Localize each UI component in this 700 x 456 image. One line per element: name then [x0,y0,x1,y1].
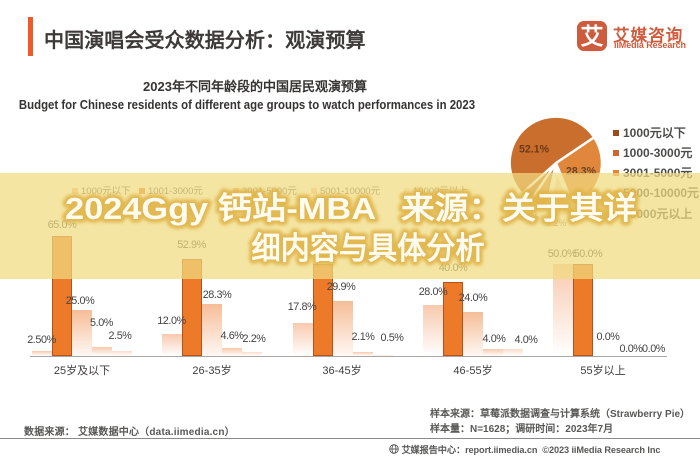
svg-text:2024Ggy 钙站-MBA: 2024Ggy 钙站-MBA [65,191,376,226]
svg-text:2024Ggy 钙站-MBA: 2024Ggy 钙站-MBA [65,191,376,226]
svg-text:细内容与具体分析: 细内容与具体分析 [252,231,485,266]
svg-text:52.1%: 52.1% [519,144,549,156]
svg-text:细内容与具体分析: 细内容与具体分析 [252,231,485,266]
svg-text:来源：关于其详: 来源：关于其详 [401,191,637,226]
svg-text:来源：关于其详: 来源：关于其详 [401,191,637,226]
